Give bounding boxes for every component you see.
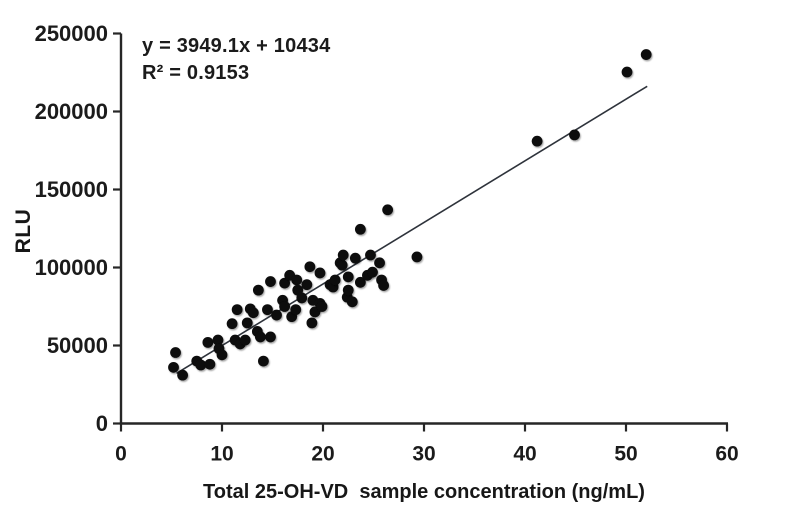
x-tick-label: 0 bbox=[115, 443, 127, 466]
data-point bbox=[262, 304, 273, 316]
data-point bbox=[290, 304, 302, 316]
data-point bbox=[367, 266, 378, 278]
y-tick-label: 150000 bbox=[35, 177, 108, 202]
x-tick-label: 30 bbox=[412, 443, 435, 466]
equation-text: y = 3949.1x + 10434 bbox=[142, 35, 331, 57]
data-point bbox=[640, 49, 652, 60]
data-point bbox=[296, 292, 308, 304]
regression-annotation: y = 3949.1x + 10434 R² = 0.9153 bbox=[142, 33, 330, 87]
x-tick-label: 20 bbox=[311, 443, 334, 466]
data-point bbox=[314, 267, 326, 279]
data-point bbox=[279, 301, 291, 312]
data-point bbox=[531, 135, 543, 147]
data-point bbox=[195, 359, 207, 371]
data-point bbox=[354, 276, 366, 288]
data-point bbox=[202, 336, 214, 348]
y-tick-label: 100000 bbox=[35, 255, 108, 280]
data-point bbox=[411, 251, 423, 263]
data-point bbox=[247, 307, 259, 319]
data-point bbox=[374, 257, 385, 269]
y-axis-title: RLU bbox=[12, 208, 35, 254]
x-tick-label: 60 bbox=[715, 443, 738, 466]
x-tick-label: 40 bbox=[513, 443, 536, 466]
y-tick-label: 50000 bbox=[47, 333, 108, 358]
data-point bbox=[241, 317, 253, 329]
data-point bbox=[329, 274, 341, 286]
data-point bbox=[337, 249, 349, 261]
data-point bbox=[354, 223, 366, 235]
data-point bbox=[569, 129, 580, 141]
data-point bbox=[254, 331, 266, 343]
x-tick-label: 10 bbox=[210, 443, 233, 466]
data-point bbox=[301, 279, 313, 291]
trend-line bbox=[176, 85, 648, 375]
data-point bbox=[291, 274, 303, 286]
data-point bbox=[212, 334, 224, 346]
data-point bbox=[342, 284, 354, 296]
y-tick-label: 200000 bbox=[35, 99, 108, 124]
data-point bbox=[349, 252, 361, 264]
data-point bbox=[279, 277, 291, 289]
data-point bbox=[258, 355, 269, 367]
data-point bbox=[231, 304, 243, 316]
data-point bbox=[346, 296, 358, 308]
data-point bbox=[378, 280, 389, 291]
data-point bbox=[265, 331, 276, 343]
data-point bbox=[226, 318, 238, 330]
data-point bbox=[170, 347, 181, 358]
data-point bbox=[252, 284, 264, 296]
y-tick-label: 250000 bbox=[35, 21, 108, 46]
data-point bbox=[306, 317, 318, 329]
data-point bbox=[239, 334, 251, 346]
data-point bbox=[382, 204, 394, 216]
data-point bbox=[168, 361, 179, 373]
data-point bbox=[342, 271, 354, 283]
y-tick-label: 0 bbox=[96, 411, 108, 436]
data-point bbox=[271, 309, 282, 321]
x-tick-label: 50 bbox=[614, 443, 637, 466]
data-point bbox=[216, 349, 228, 361]
data-point bbox=[177, 369, 189, 381]
data-point bbox=[336, 259, 348, 271]
r-squared-text: R² = 0.9153 bbox=[142, 62, 250, 84]
data-point bbox=[204, 358, 216, 370]
data-point bbox=[365, 249, 376, 261]
data-point bbox=[304, 261, 316, 273]
data-point bbox=[621, 66, 633, 78]
data-point bbox=[265, 276, 276, 287]
x-axis-title: Total 25-OH-VD sample concentration (ng/… bbox=[203, 481, 645, 503]
data-point bbox=[316, 301, 328, 312]
